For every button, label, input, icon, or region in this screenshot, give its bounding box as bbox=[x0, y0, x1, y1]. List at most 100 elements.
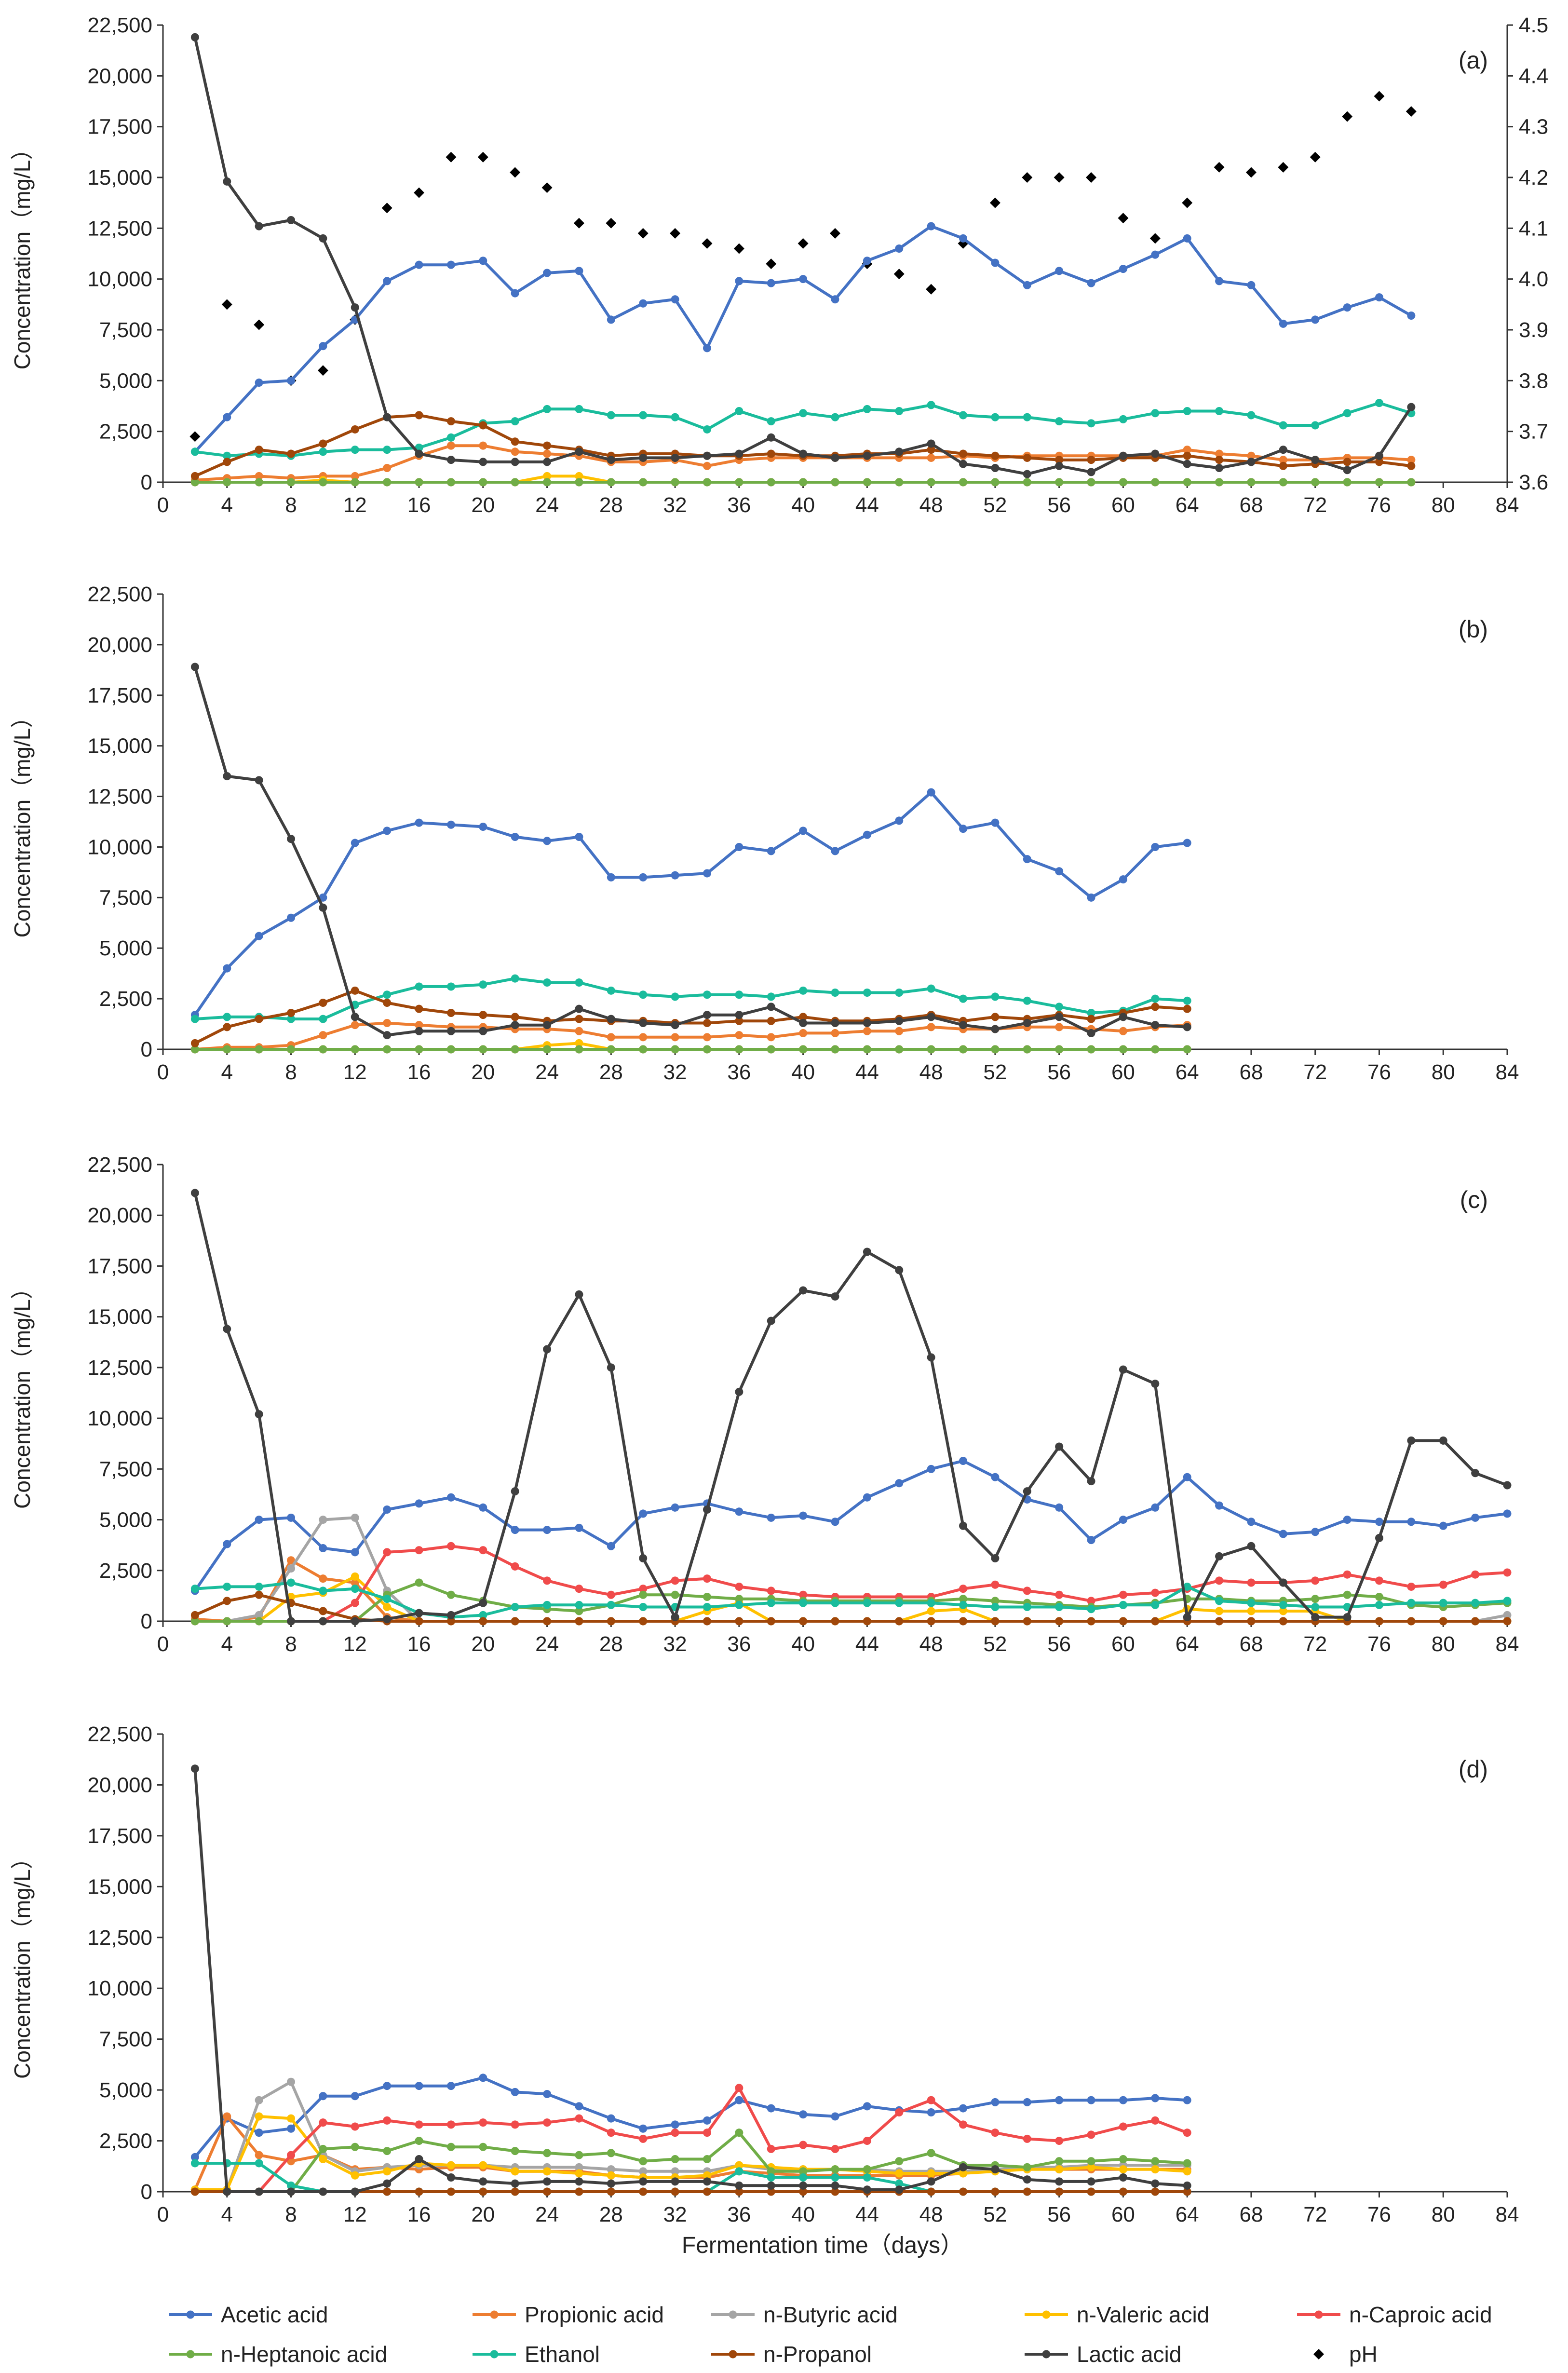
data-point-ethanol bbox=[767, 2173, 775, 2182]
data-point-caproic bbox=[991, 2129, 1000, 2137]
data-point-lactic bbox=[991, 464, 1000, 473]
y-axis-title: Concentration（mg/L） bbox=[10, 1847, 35, 2079]
y-tick-label: 0 bbox=[141, 1610, 152, 1633]
x-tick-label: 56 bbox=[1047, 493, 1071, 517]
data-point-lactic bbox=[863, 1018, 871, 1027]
data-point-acetic bbox=[479, 257, 487, 265]
data-point-acetic bbox=[415, 1499, 423, 1508]
data-point-propionic bbox=[1215, 449, 1224, 458]
data-point-lactic bbox=[190, 33, 199, 41]
data-point-heptanoic bbox=[1055, 1045, 1064, 1054]
data-point-propanol bbox=[415, 411, 423, 420]
data-point-lactic bbox=[863, 451, 871, 460]
data-point-lactic bbox=[1215, 1552, 1224, 1560]
data-point-heptanoic bbox=[1055, 478, 1064, 487]
x-tick-label: 4 bbox=[221, 1632, 233, 1656]
data-point-caproic bbox=[959, 1585, 968, 1593]
data-point-heptanoic bbox=[1055, 2157, 1064, 2166]
data-point-propanol bbox=[703, 2187, 711, 2196]
data-point-lactic bbox=[703, 1505, 711, 1514]
data-point-propionic bbox=[735, 1031, 743, 1040]
data-point-heptanoic bbox=[895, 2157, 904, 2166]
data-point-heptanoic bbox=[895, 478, 904, 487]
data-point-propanol bbox=[190, 1039, 199, 1047]
data-point-caproic bbox=[703, 1574, 711, 1583]
data-point-propionic bbox=[799, 1029, 808, 1037]
x-tick-label: 24 bbox=[535, 2203, 559, 2226]
x-tick-label: 20 bbox=[471, 2203, 495, 2226]
data-point-heptanoic bbox=[383, 2147, 392, 2156]
data-point-ethanol bbox=[1215, 407, 1224, 416]
data-point-acetic bbox=[767, 1513, 775, 1522]
data-point-lactic bbox=[1183, 460, 1191, 468]
data-point-propanol bbox=[831, 2187, 839, 2196]
data-point-ethanol bbox=[1311, 1603, 1320, 1612]
data-point-propanol bbox=[1087, 2187, 1095, 2196]
data-point-propanol bbox=[607, 2187, 615, 2196]
data-point-ethanol bbox=[543, 978, 552, 987]
data-point-heptanoic bbox=[575, 1607, 583, 1615]
data-point-heptanoic bbox=[351, 478, 359, 487]
data-point-ethanol bbox=[1151, 994, 1160, 1003]
data-point-heptanoic bbox=[446, 2142, 455, 2151]
data-point-caproic bbox=[415, 1546, 423, 1555]
data-point-ethanol bbox=[575, 978, 583, 987]
data-point-heptanoic bbox=[639, 2157, 648, 2166]
data-point-acetic bbox=[671, 1503, 679, 1512]
data-point-acetic bbox=[415, 260, 423, 269]
data-point-heptanoic bbox=[1183, 478, 1191, 487]
data-point-heptanoic bbox=[639, 478, 648, 487]
data-point-lactic bbox=[1087, 1029, 1095, 1037]
x-tick-label: 4 bbox=[221, 2203, 233, 2226]
data-point-heptanoic bbox=[895, 1045, 904, 1054]
data-point-acetic bbox=[991, 2098, 1000, 2106]
ph-point bbox=[1342, 111, 1353, 122]
x-tick-label: 32 bbox=[663, 1632, 687, 1656]
y-tick-label: 10,000 bbox=[87, 268, 152, 291]
data-point-caproic bbox=[1023, 2134, 1031, 2143]
data-point-propanol bbox=[383, 2187, 392, 2196]
data-point-ethanol bbox=[991, 413, 1000, 421]
data-point-ethanol bbox=[1215, 1597, 1224, 1605]
x-tick-label: 0 bbox=[157, 1060, 169, 1084]
data-point-ethanol bbox=[703, 990, 711, 999]
data-point-ethanol bbox=[1439, 1599, 1447, 1607]
data-point-valeric bbox=[511, 2167, 519, 2176]
data-point-caproic bbox=[735, 2084, 743, 2092]
data-point-ethanol bbox=[607, 411, 615, 420]
data-point-lactic bbox=[991, 1554, 1000, 1563]
data-point-propionic bbox=[1055, 1023, 1064, 1031]
legend-label: pH bbox=[1349, 2342, 1378, 2367]
data-point-lactic bbox=[287, 835, 296, 843]
data-point-caproic bbox=[383, 1548, 392, 1557]
data-point-acetic bbox=[831, 1518, 839, 1526]
data-point-valeric bbox=[351, 2171, 359, 2180]
data-point-valeric bbox=[575, 1039, 583, 1047]
data-point-propionic bbox=[415, 1021, 423, 1030]
x-tick-label: 36 bbox=[727, 493, 751, 517]
data-point-propionic bbox=[319, 1574, 327, 1583]
data-point-lactic bbox=[895, 1017, 904, 1025]
data-point-valeric bbox=[383, 2167, 392, 2176]
y-tick-label: 7,500 bbox=[99, 2028, 152, 2051]
y-tick-label: 5,000 bbox=[99, 2078, 152, 2102]
data-point-ethanol bbox=[479, 980, 487, 989]
data-point-acetic bbox=[1119, 265, 1127, 273]
data-point-lactic bbox=[799, 449, 808, 458]
x-tick-label: 44 bbox=[855, 493, 879, 517]
data-point-acetic bbox=[255, 932, 263, 940]
data-point-heptanoic bbox=[1215, 478, 1224, 487]
x-tick-label: 24 bbox=[535, 493, 559, 517]
data-point-heptanoic bbox=[799, 2167, 808, 2176]
series-line-propanol bbox=[194, 1593, 1507, 1623]
legend-item-propanol: n-Propanol bbox=[711, 2342, 872, 2367]
data-point-ethanol bbox=[991, 1603, 1000, 1612]
x-tick-label: 0 bbox=[157, 493, 169, 517]
data-point-ethanol bbox=[190, 447, 199, 456]
data-point-lactic bbox=[190, 1764, 199, 1773]
data-point-lactic bbox=[1023, 2175, 1031, 2184]
data-point-propanol bbox=[991, 451, 1000, 460]
data-point-lactic bbox=[511, 1487, 519, 1496]
data-point-propanol bbox=[927, 1617, 935, 1626]
data-point-ethanol bbox=[1119, 415, 1127, 423]
